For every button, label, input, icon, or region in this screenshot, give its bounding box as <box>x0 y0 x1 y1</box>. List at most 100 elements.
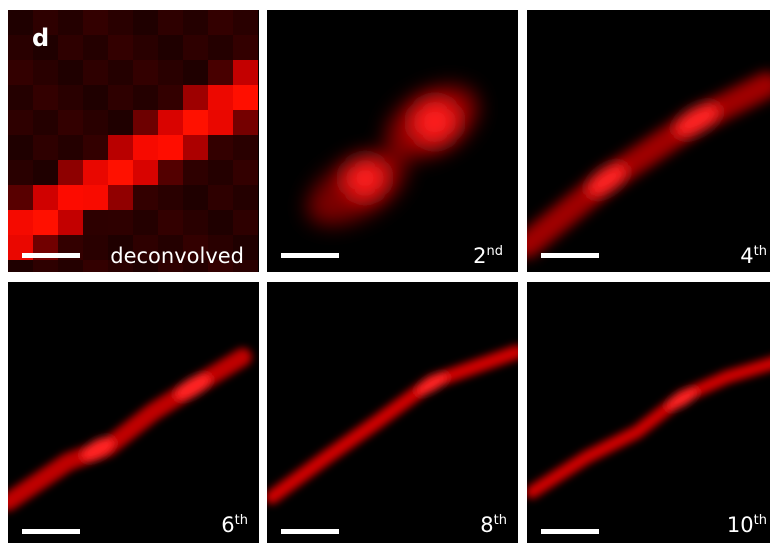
pixel <box>33 185 58 210</box>
pixel <box>208 210 233 235</box>
scale-bar <box>281 253 339 258</box>
pixel <box>58 60 83 85</box>
pixel <box>158 85 183 110</box>
pixel <box>33 260 58 285</box>
pixel <box>83 210 108 235</box>
image-panel: d deconvolved <box>8 10 259 285</box>
scale-bar <box>281 529 339 534</box>
pixel <box>8 35 33 60</box>
pixel <box>33 135 58 160</box>
pixel <box>183 160 208 185</box>
pixel <box>33 160 58 185</box>
pixel <box>233 135 258 160</box>
pixel <box>233 185 258 210</box>
image-panel: 10th <box>527 282 770 543</box>
pixel <box>233 10 258 35</box>
image-panel: 2nd <box>267 10 518 272</box>
pixel <box>83 60 108 85</box>
pixel <box>83 260 108 285</box>
pixel <box>208 160 233 185</box>
pixel <box>83 235 108 260</box>
pixel <box>233 160 258 185</box>
pixel <box>158 160 183 185</box>
pixel <box>58 110 83 135</box>
pixel <box>208 135 233 160</box>
pixel <box>8 260 33 285</box>
pixel <box>233 210 258 235</box>
pixel <box>83 35 108 60</box>
image-panel: 8th <box>267 282 518 543</box>
panel-caption: deconvolved <box>110 244 244 268</box>
panel-label: d <box>32 24 49 52</box>
pixel <box>8 60 33 85</box>
pixel <box>58 185 83 210</box>
pixel <box>108 185 133 210</box>
pixel <box>58 260 83 285</box>
pixel <box>58 160 83 185</box>
pixel <box>33 210 58 235</box>
pixel <box>8 110 33 135</box>
pixel <box>233 110 258 135</box>
pixel <box>183 10 208 35</box>
pixel <box>133 160 158 185</box>
pixel <box>233 85 258 110</box>
pixel <box>83 185 108 210</box>
pixel <box>8 10 33 35</box>
pixel <box>108 60 133 85</box>
pixel <box>158 110 183 135</box>
pixel <box>108 10 133 35</box>
pixel <box>183 135 208 160</box>
scale-bar <box>541 529 599 534</box>
pixel <box>233 60 258 85</box>
pixel <box>33 60 58 85</box>
pixel <box>33 85 58 110</box>
pixel <box>58 135 83 160</box>
pixel <box>108 110 133 135</box>
pixel <box>133 210 158 235</box>
pixel <box>8 210 33 235</box>
pixel <box>208 60 233 85</box>
scale-bar <box>22 529 80 534</box>
pixel <box>208 110 233 135</box>
pixel <box>83 160 108 185</box>
pixel <box>183 60 208 85</box>
pixel <box>33 110 58 135</box>
pixel <box>133 60 158 85</box>
pixel <box>158 135 183 160</box>
pixel <box>58 10 83 35</box>
pixel <box>183 35 208 60</box>
image-panel: 6th <box>8 282 259 543</box>
pixel <box>158 60 183 85</box>
pixel <box>108 160 133 185</box>
pixel <box>183 210 208 235</box>
pixel <box>83 10 108 35</box>
image-panel: 4th <box>527 10 770 272</box>
pixel <box>8 85 33 110</box>
pixel <box>208 85 233 110</box>
pixel <box>183 85 208 110</box>
pixel <box>158 210 183 235</box>
pixel <box>8 185 33 210</box>
pixel <box>208 35 233 60</box>
pixel <box>158 185 183 210</box>
pixel <box>208 10 233 35</box>
pixel <box>83 135 108 160</box>
pixel <box>233 35 258 60</box>
pixel <box>208 185 233 210</box>
pixel <box>183 110 208 135</box>
pixel <box>133 185 158 210</box>
pixel <box>158 10 183 35</box>
pixel <box>108 210 133 235</box>
pixel <box>58 85 83 110</box>
pixel <box>133 85 158 110</box>
pixel <box>108 85 133 110</box>
pixel <box>108 35 133 60</box>
pixel <box>133 135 158 160</box>
pixel <box>133 10 158 35</box>
pixel <box>108 135 133 160</box>
pixel <box>58 210 83 235</box>
pixel <box>133 35 158 60</box>
pixel <box>8 160 33 185</box>
pixel <box>8 135 33 160</box>
pixel <box>183 185 208 210</box>
